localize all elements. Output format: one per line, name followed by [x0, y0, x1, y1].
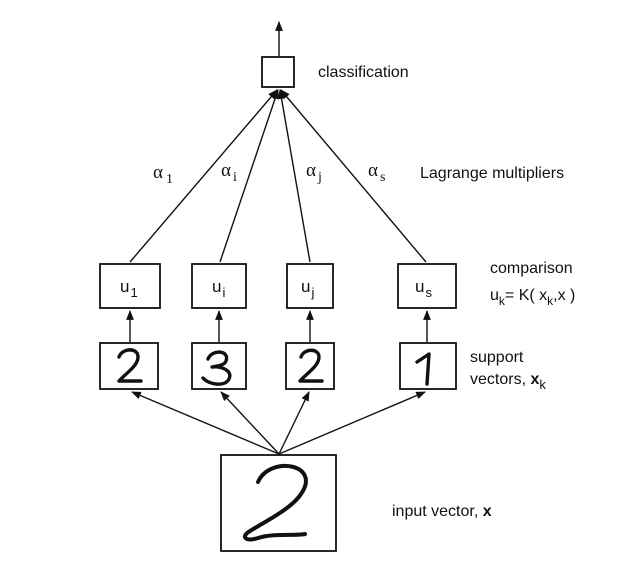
support-digit-4 [415, 352, 431, 386]
comparison-node-1-label: u1 [120, 277, 138, 300]
arrow-input-2 [220, 391, 280, 455]
input-digit [242, 464, 308, 542]
svg-text:αj: αj [306, 160, 322, 185]
weight-line-1 [129, 89, 278, 263]
comparison-label: comparison [490, 260, 573, 277]
support-label-line1: support [470, 349, 524, 366]
svg-text:αs: αs [368, 160, 385, 185]
arrow-input-3 [278, 391, 310, 455]
comparison-node-i-label: ui [212, 277, 225, 300]
arrow-input-4 [278, 391, 426, 455]
weight-line-j [277, 89, 311, 263]
arrow-input-1 [131, 391, 280, 455]
svg-text:α1: α1 [153, 162, 173, 187]
support-digit-1 [117, 348, 143, 383]
input-vector-label: input vector, x [392, 503, 492, 520]
kernel-formula: uk= K( xk,x ) [490, 287, 575, 308]
comparison-node-s-label: us [415, 277, 432, 300]
weight-line-s [280, 89, 427, 263]
svg-text:αi: αi [221, 160, 237, 185]
classification-node [261, 56, 295, 88]
comparison-node-j-label: uj [301, 277, 314, 300]
lagrange-multipliers-label: Lagrange multipliers [420, 165, 564, 182]
comparison-node-s [397, 263, 457, 309]
support-digit-3 [298, 348, 324, 383]
comparison-node-j [286, 263, 334, 309]
comparison-node-i [191, 263, 247, 309]
support-label-line2: vectors, xk [470, 371, 546, 392]
classification-label: classification [318, 64, 409, 81]
weight-line-i [219, 89, 279, 263]
comparison-node-1 [99, 263, 161, 309]
support-digit-2 [201, 350, 232, 386]
